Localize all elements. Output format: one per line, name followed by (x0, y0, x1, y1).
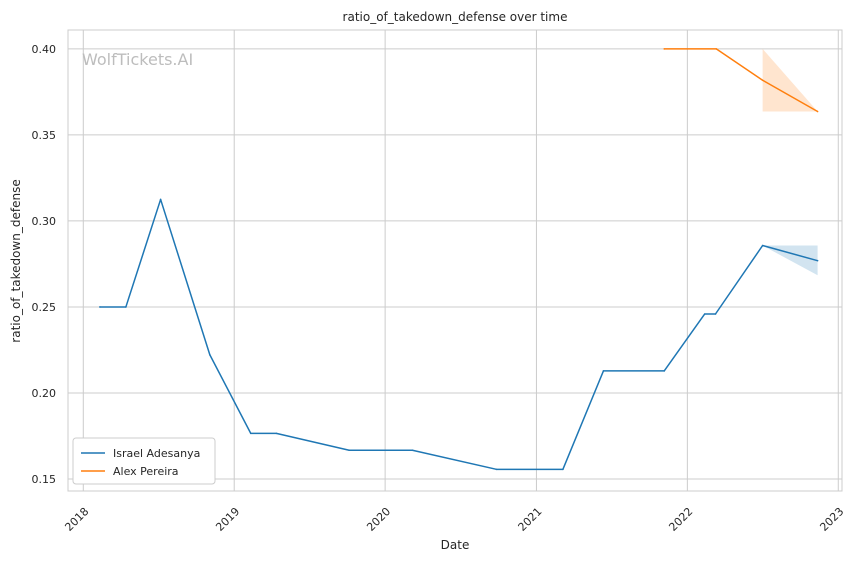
y-tick-label: 0.40 (32, 43, 57, 56)
y-tick-label: 0.30 (32, 215, 57, 228)
point-israel-adesanya (411, 449, 414, 452)
point-israel-adesanya (663, 370, 666, 372)
y-tick-label: 0.35 (32, 129, 57, 142)
point-alex-pereira (663, 48, 666, 50)
point-israel-adesanya (816, 259, 819, 262)
series-lines (99, 48, 819, 471)
point-israel-adesanya (275, 432, 278, 435)
point-alex-pereira (761, 79, 764, 82)
point-israel-adesanya (249, 432, 252, 435)
point-israel-adesanya (714, 313, 717, 315)
legend-box (72, 437, 216, 485)
point-israel-adesanya (125, 306, 127, 308)
watermark: WolfTickets.AI (82, 50, 193, 69)
point-alex-pereira (715, 48, 718, 50)
y-tick-label: 0.20 (32, 387, 57, 400)
grid-lines (68, 30, 842, 491)
point-israel-adesanya (159, 198, 162, 201)
x-axis-label: Date (441, 538, 470, 552)
y-axis-ticks: 0.15 0.20 0.25 0.30 0.35 0.40 (32, 43, 57, 486)
y-axis-label: ratio_of_takedown_defense (9, 179, 23, 342)
point-alex-pereira (816, 110, 819, 113)
band-israel-adesanya (762, 245, 818, 276)
point-israel-adesanya (495, 468, 498, 471)
point-israel-adesanya (602, 370, 605, 372)
plot-area-frame (67, 29, 843, 492)
line-alex-pereira (664, 48, 818, 113)
point-israel-adesanya (99, 306, 101, 308)
point-israel-adesanya (703, 313, 706, 315)
chart-title: ratio_of_takedown_defense over time (343, 10, 568, 24)
legend-label-israel-adesanya: Israel Adesanya (113, 447, 200, 460)
point-israel-adesanya (209, 353, 211, 356)
point-israel-adesanya (761, 244, 764, 247)
legend-label-alex-pereira: Alex Pereira (113, 465, 179, 478)
confidence-bands (762, 48, 818, 276)
legend: Israel Adesanya Alex Pereira (72, 437, 216, 485)
band-alex-pereira (762, 48, 818, 112)
point-israel-adesanya (562, 468, 564, 471)
y-tick-label: 0.25 (32, 301, 57, 314)
point-israel-adesanya (348, 449, 350, 452)
y-tick-label: 0.15 (32, 473, 57, 486)
line-israel-adesanya (99, 198, 818, 471)
